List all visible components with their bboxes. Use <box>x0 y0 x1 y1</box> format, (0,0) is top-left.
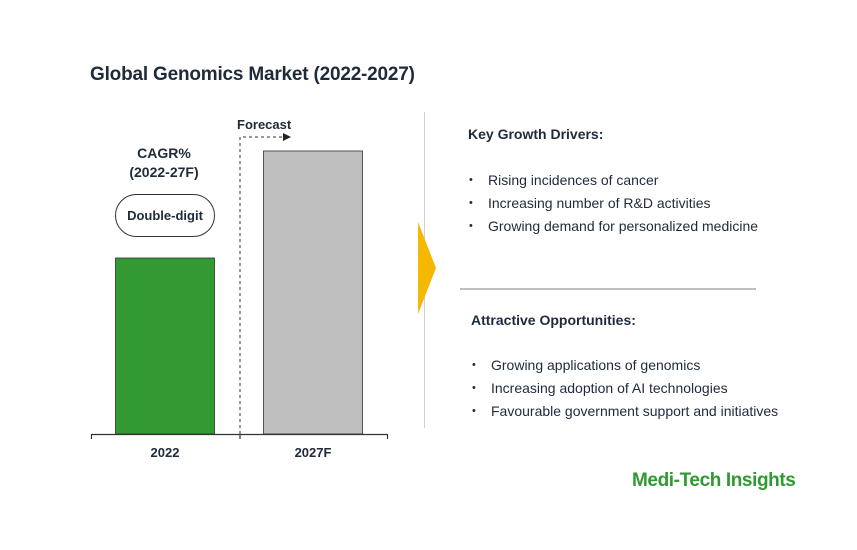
drivers-title: Key Growth Drivers: <box>468 126 604 142</box>
opportunities-list: Growing applications of genomics Increas… <box>472 354 778 423</box>
cagr-value: Double-digit <box>127 208 203 223</box>
horizontal-divider <box>460 288 756 290</box>
list-item: Growing demand for personalized medicine <box>469 215 758 238</box>
forecast-arrow-head <box>283 133 291 141</box>
list-item: Rising incidences of cancer <box>469 169 758 192</box>
list-item: Increasing adoption of AI technologies <box>472 377 778 400</box>
bar-chart: 2022 2027F <box>90 133 389 460</box>
bar-2027f <box>263 150 363 435</box>
forecast-label: Forecast <box>237 117 292 132</box>
chevron-right-icon <box>418 222 436 314</box>
x-tick-label: 2027F <box>295 445 332 460</box>
x-tick-label: 2022 <box>151 445 180 460</box>
forecast-bracket-line <box>239 136 284 434</box>
brand-logo: Medi-Tech Insights <box>632 470 796 491</box>
opportunities-title: Attractive Opportunities: <box>471 312 636 328</box>
list-item: Increasing number of R&D activities <box>469 192 758 215</box>
cagr-value-pill: Double-digit <box>115 194 215 237</box>
cagr-label-line1: CAGR% <box>137 145 191 161</box>
bar-2022 <box>115 257 215 435</box>
cagr-label: CAGR% (2022-27F) <box>112 144 216 182</box>
cagr-label-line2: (2022-27F) <box>129 164 199 180</box>
chart-title: Global Genomics Market (2022-2027) <box>90 64 415 85</box>
drivers-list: Rising incidences of cancer Increasing n… <box>469 169 758 238</box>
list-item: Favourable government support and initia… <box>472 400 778 423</box>
list-item: Growing applications of genomics <box>472 354 778 377</box>
